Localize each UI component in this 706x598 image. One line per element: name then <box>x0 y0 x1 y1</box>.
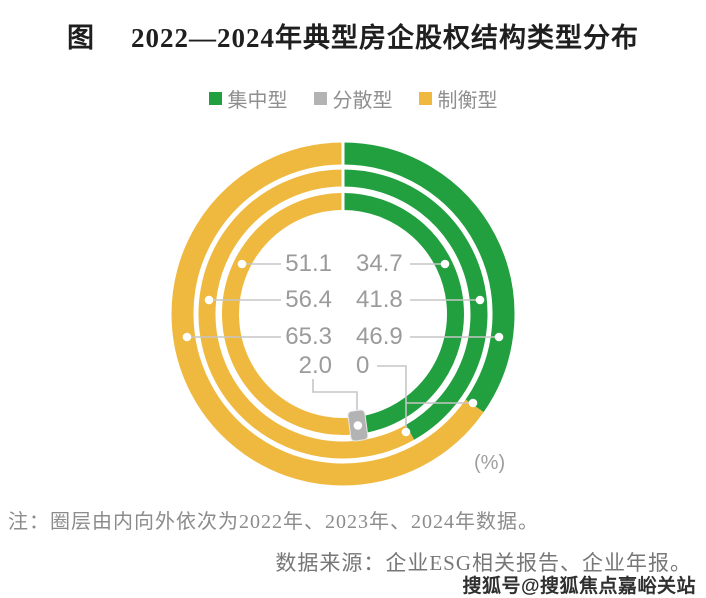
legend-swatch-gray <box>313 92 327 105</box>
marker-dot <box>475 295 485 305</box>
donut-value-label-concentrated-2: 41.8 <box>356 286 403 313</box>
donut-value-label-concentrated-1: 34.7 <box>356 250 403 277</box>
marker-dot <box>182 332 192 342</box>
legend-item-balanced: 制衡型 <box>418 84 498 113</box>
legend-swatch-green <box>208 92 222 105</box>
marker-dot <box>353 421 363 430</box>
donut-value-label-dispersed-zero: 0 <box>356 352 370 379</box>
legend-label: 分散型 <box>332 90 393 112</box>
donut-value-label-dispersed-inner: 2.0 <box>298 352 332 379</box>
donut-chart <box>171 142 515 486</box>
ring-2022-分散型-arc <box>350 416 367 435</box>
marker-dot <box>204 295 214 305</box>
figure-label: 图 <box>67 23 95 53</box>
ring-2022-制衡型-arc <box>222 193 352 435</box>
legend-label: 集中型 <box>227 90 288 112</box>
legend-label: 制衡型 <box>437 90 498 112</box>
marker-dot <box>494 332 504 342</box>
data-source: 数据来源：企业ESG相关报告、企业年报。 <box>275 551 692 575</box>
chart-title-text: 2022—2024年典型房企股权结构类型分布 <box>131 23 639 53</box>
watermark: 搜狐号@搜狐焦点嘉峪关站 <box>462 576 696 597</box>
legend-swatch-yellow <box>418 92 432 105</box>
legend-item-dispersed: 分散型 <box>313 84 393 113</box>
marker-dot <box>468 398 478 408</box>
ring-2023-制衡型-arc <box>198 169 415 459</box>
legend-item-concentrated: 集中型 <box>208 84 288 113</box>
unit-label: (%) <box>474 452 506 474</box>
donut-value-label-concentrated-3: 46.9 <box>356 323 403 350</box>
marker-dot <box>401 427 411 437</box>
donut-value-label-balanced-middle: 56.4 <box>285 286 332 313</box>
legend: 集中型 分散型 制衡型 <box>0 84 706 113</box>
gray-slice-marker <box>347 409 369 442</box>
chart-title: 图 2022—2024年典型房企股权结构类型分布 <box>0 16 706 55</box>
donut-value-label-balanced-outer: 65.3 <box>285 323 332 350</box>
ring-2024-制衡型-arc <box>171 142 484 486</box>
footnote: 注：圈层由内向外依次为2022年、2023年、2024年数据。 <box>8 511 539 533</box>
donut-value-label-balanced-inner: 51.1 <box>285 250 332 277</box>
leader-line-gray-2022 <box>312 379 358 411</box>
